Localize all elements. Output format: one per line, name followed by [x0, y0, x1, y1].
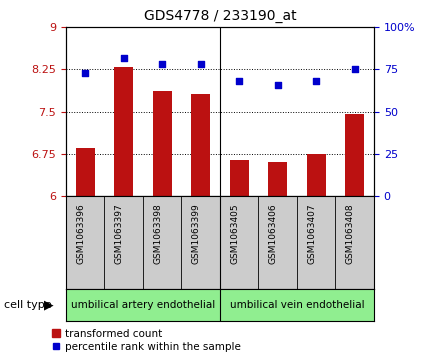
Bar [268, 162, 287, 196]
Text: umbilical vein endothelial: umbilical vein endothelial [230, 300, 364, 310]
Point [313, 78, 320, 84]
Bar [345, 114, 364, 196]
Text: umbilical artery endothelial: umbilical artery endothelial [71, 300, 215, 310]
Point [159, 61, 166, 67]
Bar [153, 91, 172, 196]
Text: GSM1063407: GSM1063407 [307, 203, 316, 264]
Title: GDS4778 / 233190_at: GDS4778 / 233190_at [144, 9, 296, 24]
Text: ▶: ▶ [44, 298, 54, 311]
Text: GSM1063408: GSM1063408 [346, 203, 355, 264]
Text: GSM1063405: GSM1063405 [230, 203, 239, 264]
Bar [76, 148, 95, 196]
Text: GSM1063398: GSM1063398 [153, 203, 162, 264]
Text: GSM1063406: GSM1063406 [269, 203, 278, 264]
Bar [114, 66, 133, 196]
Point [197, 61, 204, 67]
Text: GSM1063396: GSM1063396 [76, 203, 85, 264]
Point [351, 66, 358, 72]
Bar [230, 160, 249, 196]
Point [120, 55, 127, 61]
Point [236, 78, 243, 84]
Legend: transformed count, percentile rank within the sample: transformed count, percentile rank withi… [48, 325, 246, 356]
Point [82, 70, 88, 76]
Point [274, 82, 281, 87]
Bar [306, 154, 326, 196]
Text: GSM1063399: GSM1063399 [192, 203, 201, 264]
Text: cell type: cell type [4, 300, 52, 310]
Bar [191, 94, 210, 196]
Text: GSM1063397: GSM1063397 [115, 203, 124, 264]
